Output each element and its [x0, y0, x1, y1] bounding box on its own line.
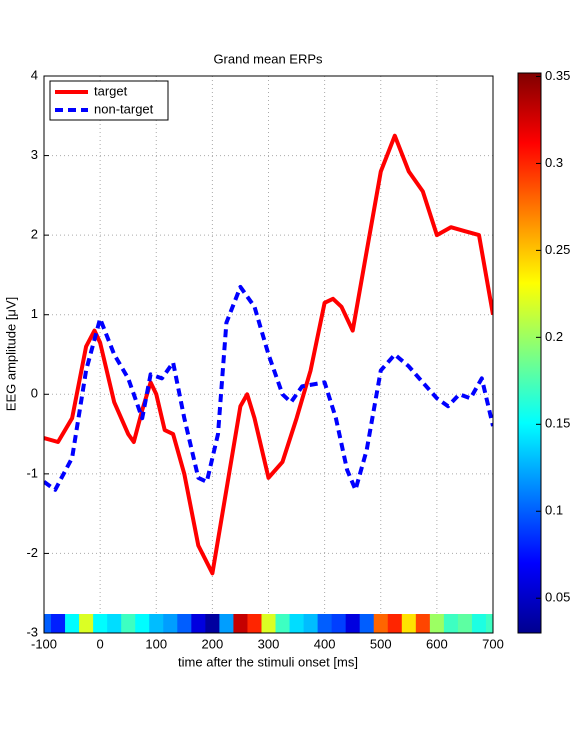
strip-cell	[415, 614, 431, 633]
plot-frame	[43, 75, 494, 634]
strip-cell	[261, 614, 277, 633]
strip-cell	[457, 614, 473, 633]
strip-cell	[345, 614, 361, 633]
colorbar	[517, 72, 542, 634]
x-tick-label: 200	[202, 636, 224, 651]
strip-cell	[65, 614, 80, 633]
chart-title: Grand mean ERPs	[213, 51, 323, 66]
x-tick-label: 300	[258, 636, 280, 651]
y-tick-label: 2	[31, 227, 38, 242]
strip-cell	[471, 614, 487, 633]
legend-label: non-target	[94, 101, 154, 116]
y-tick-label: 0	[31, 386, 38, 401]
x-tick-label: 0	[97, 636, 104, 651]
x-tick-label: 100	[145, 636, 167, 651]
strip-cell	[303, 614, 319, 633]
x-tick-label: 500	[370, 636, 392, 651]
x-tick-label: -100	[31, 636, 57, 651]
strip-cell	[233, 614, 248, 633]
strip-cell	[219, 614, 234, 633]
strip-cell	[247, 614, 262, 633]
strip-cell	[177, 614, 192, 633]
strip-cell	[275, 614, 291, 633]
y-tick-label: 4	[31, 67, 38, 82]
strip-cell	[191, 614, 206, 633]
x-tick-label: 700	[482, 636, 504, 651]
strip-cell	[289, 614, 305, 633]
strip-cell	[443, 614, 459, 633]
strip-cell	[107, 614, 122, 633]
strip-cell	[331, 614, 347, 633]
strip-cell	[373, 614, 389, 633]
strip-cell	[163, 614, 178, 633]
y-tick-label: -3	[26, 624, 38, 639]
strip-cell	[121, 614, 136, 633]
colorbar-tick-label: 0.3	[545, 155, 563, 170]
strip-cell	[401, 614, 417, 633]
y-axis-label: EEG amplitude [μV]	[3, 297, 18, 411]
y-tick-label: 3	[31, 147, 38, 162]
colorbar-tick-label: 0.1	[545, 503, 563, 518]
y-tick-label: -2	[26, 545, 38, 560]
strip-cell	[79, 614, 94, 633]
legend-box	[49, 80, 169, 121]
x-tick-label: 400	[314, 636, 336, 651]
strip-cell	[135, 614, 150, 633]
colorbar-tick-label: 0.05	[545, 590, 570, 605]
strip-cell	[359, 614, 375, 633]
colorbar-tick-label: 0.25	[545, 242, 570, 257]
strip-cell	[485, 614, 493, 633]
legend-label: target	[94, 83, 128, 98]
strip-cell	[93, 614, 108, 633]
strip-cell	[44, 614, 52, 633]
strip-cell	[51, 614, 66, 633]
strip-cell	[205, 614, 220, 633]
colorbar-tick-label: 0.2	[545, 329, 563, 344]
x-axis-label: time after the stimuli onset [ms]	[178, 654, 358, 669]
y-tick-label: 1	[31, 306, 38, 321]
strip-cell	[149, 614, 164, 633]
strip-cell	[429, 614, 445, 633]
strip-cell	[387, 614, 403, 633]
x-tick-label: 600	[426, 636, 448, 651]
strip-cell	[317, 614, 333, 633]
y-tick-label: -1	[26, 465, 38, 480]
series-line	[44, 133, 493, 576]
colorbar-tick-label: 0.15	[545, 416, 570, 431]
strip	[44, 614, 493, 633]
colorbar-tick-label: 0.35	[545, 68, 570, 83]
